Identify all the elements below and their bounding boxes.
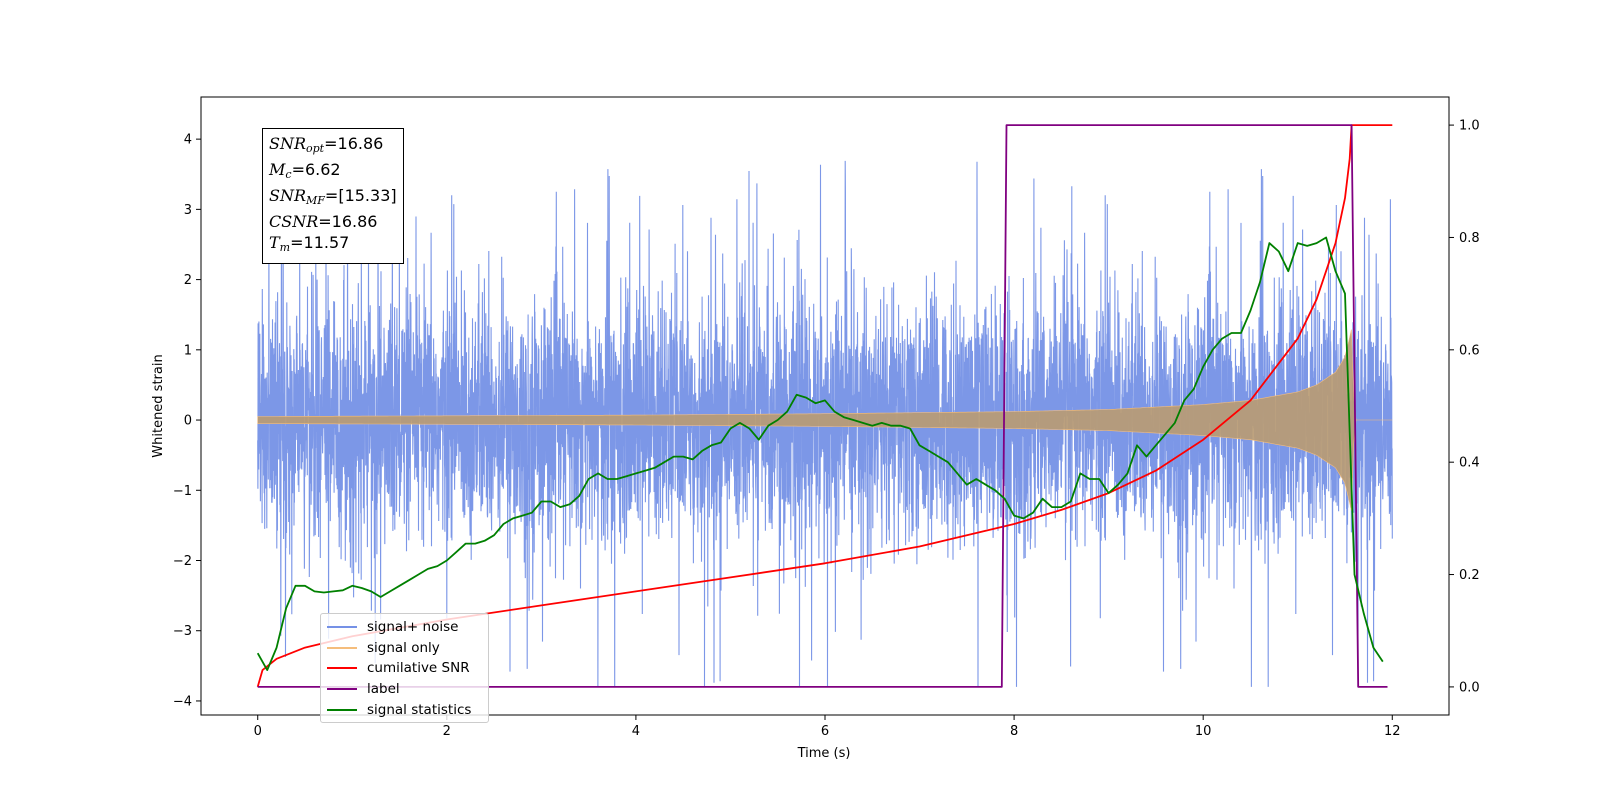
legend-swatch-signal-noise — [327, 626, 357, 629]
y2-tick-label: 0.0 — [1459, 680, 1480, 695]
stat-snr-opt: SNRopt=16.86 — [269, 134, 384, 155]
stats-annotation-box: SNRopt=16.86 Mc=6.62 SNRMF=[15.33] CSNR=… — [262, 128, 404, 264]
stat-mc: Mc=6.62 — [269, 160, 341, 181]
y2-tick-label: 0.8 — [1459, 231, 1480, 246]
legend-swatch-signal-statistics — [327, 708, 357, 711]
stat-snr-mf: SNRMF=[15.33] — [269, 186, 397, 207]
x-tick-label: 4 — [632, 724, 640, 739]
y-axis-label: Whitened strain — [151, 354, 166, 457]
series-signal-only-band — [257, 329, 1393, 511]
y2-tick-label: 0.4 — [1459, 456, 1480, 471]
x-tick-label: 8 — [1010, 724, 1018, 739]
y-tick-label: 4 — [184, 133, 192, 148]
chart-legend: signal+ noise signal only cumilative SNR… — [320, 613, 489, 723]
x-tick-label: 6 — [821, 724, 829, 739]
y-tick-label: 2 — [184, 273, 192, 288]
x-tick-label: 0 — [254, 724, 262, 739]
x-axis-label: Time (s) — [797, 746, 851, 761]
stat-csnr: CSNR=16.86 — [269, 212, 378, 231]
legend-item-signal-statistics: signal statistics — [327, 699, 482, 720]
legend-item-signal-noise: signal+ noise — [327, 617, 482, 638]
legend-item-signal-only: signal only — [327, 638, 482, 659]
y-tick-label: 0 — [184, 414, 192, 429]
stat-tm: Tm=11.57 — [269, 233, 350, 254]
y2-tick-label: 1.0 — [1459, 119, 1480, 134]
y-tick-label: −3 — [173, 624, 192, 639]
legend-swatch-signal-only — [327, 646, 357, 649]
y2-tick-label: 0.6 — [1459, 343, 1480, 358]
series-signal-statistics-line — [256, 236, 1384, 671]
x-tick-label: 12 — [1384, 724, 1401, 739]
legend-item-label: label — [327, 679, 482, 700]
legend-swatch-cumilative-snr — [327, 667, 357, 670]
y-tick-label: −2 — [173, 554, 192, 569]
legend-swatch-label — [327, 688, 357, 691]
y-tick-label: 1 — [184, 343, 192, 358]
y-tick-label: −4 — [173, 694, 192, 709]
x-tick-label: 10 — [1195, 724, 1212, 739]
x-tick-label: 2 — [443, 724, 451, 739]
series-label-line — [257, 124, 1388, 688]
y-tick-label: −1 — [173, 484, 192, 499]
y2-tick-label: 0.2 — [1459, 568, 1480, 583]
legend-item-cumilative-snr: cumilative SNR — [327, 658, 482, 679]
y-tick-label: 3 — [184, 203, 192, 218]
